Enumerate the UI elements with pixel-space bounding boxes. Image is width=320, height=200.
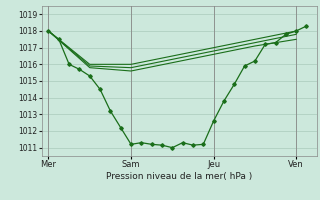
X-axis label: Pression niveau de la mer( hPa ): Pression niveau de la mer( hPa ): [106, 172, 252, 181]
